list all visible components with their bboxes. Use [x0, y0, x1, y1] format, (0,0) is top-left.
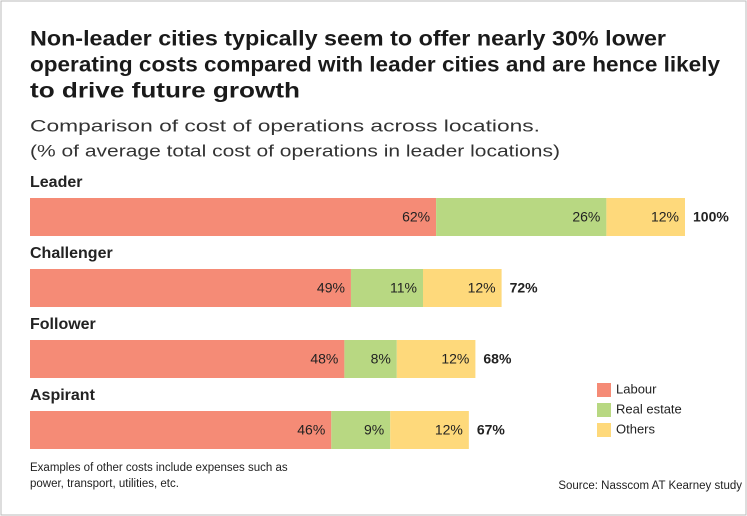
bar-segment: [390, 411, 469, 449]
data-label: 26%: [572, 209, 600, 225]
subtitle: Comparison of cost of operations across …: [30, 116, 540, 135]
chart-title: Non-leader cities typically seem to offe…: [30, 28, 666, 51]
category-label: Challenger: [30, 245, 113, 262]
legend-swatch: [597, 403, 611, 417]
total-label: 72%: [510, 280, 539, 296]
bar-segment: [423, 269, 502, 307]
data-label: 62%: [402, 209, 430, 225]
data-label: 49%: [317, 280, 345, 296]
subtitle: (% of average total cost of operations i…: [30, 141, 560, 160]
data-label: 12%: [441, 351, 469, 367]
legend-label: Real estate: [616, 401, 682, 416]
footnote: power, transport, utilities, etc.: [30, 478, 179, 490]
bar-segment: [344, 340, 397, 378]
data-label: 12%: [651, 209, 679, 225]
bar-segment: [436, 198, 607, 236]
data-label: 9%: [364, 422, 384, 438]
bar-segment: [30, 198, 437, 236]
bar-segment: [396, 340, 476, 378]
chart-title: operating costs compared with leader cit…: [30, 54, 720, 77]
bar-segment: [30, 411, 332, 449]
total-label: 68%: [483, 351, 512, 367]
legend-label: Others: [616, 421, 656, 436]
data-label: 12%: [468, 280, 496, 296]
bar-segment: [30, 340, 345, 378]
footnote: Examples of other costs include expenses…: [30, 462, 288, 474]
data-label: 48%: [310, 351, 338, 367]
chart-title: to drive future growth: [30, 80, 300, 103]
data-label: 8%: [371, 351, 391, 367]
category-label: Follower: [30, 316, 96, 333]
category-label: Leader: [30, 174, 82, 191]
total-label: 67%: [477, 422, 506, 438]
source: Source: Nasscom AT Kearney study: [558, 480, 742, 492]
legend-label: Labour: [616, 381, 657, 396]
data-label: 46%: [297, 422, 325, 438]
bar-segment: [350, 269, 423, 307]
legend-swatch: [597, 383, 611, 397]
category-label: Aspirant: [30, 387, 96, 404]
bar-segment: [606, 198, 685, 236]
legend-swatch: [597, 423, 611, 437]
bar-segment: [30, 269, 351, 307]
bar-segment: [331, 411, 391, 449]
total-label: 100%: [693, 209, 729, 225]
data-label: 11%: [390, 280, 417, 296]
data-label: 12%: [435, 422, 463, 438]
